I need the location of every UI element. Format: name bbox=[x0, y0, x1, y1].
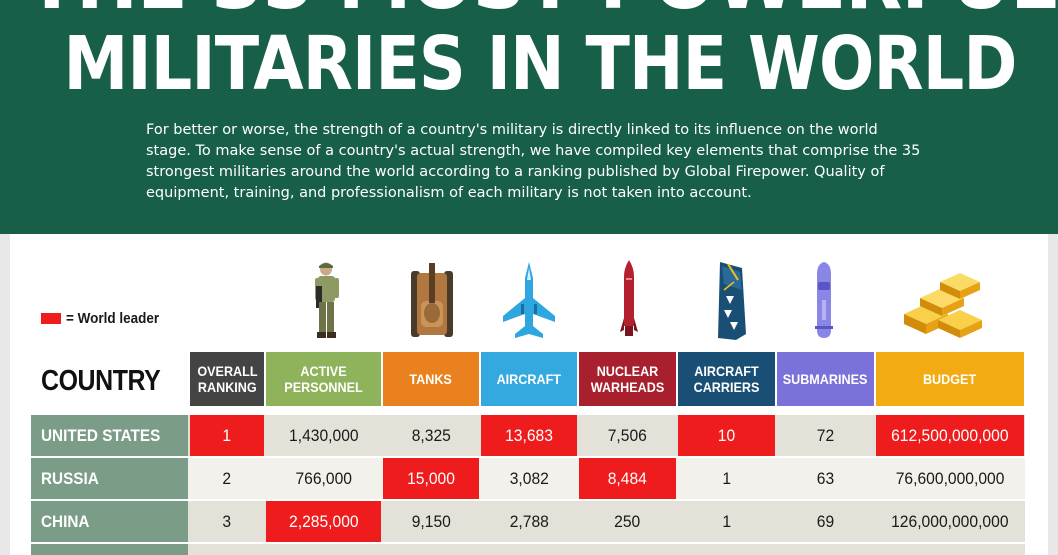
cell-value: 7,506 bbox=[607, 425, 648, 445]
table-cell-nuclear-warheads: 8,484 bbox=[579, 458, 676, 499]
cell-value: 2,285,000 bbox=[288, 511, 359, 531]
column-header-aircraft: AIRCRAFT bbox=[481, 352, 577, 406]
table-cell-aircraft: 3,082 bbox=[481, 458, 577, 499]
column-header-aircraft-carriers: AIRCRAFT CARRIERS bbox=[678, 352, 775, 406]
page-title-line-2: MILITARIES IN THE WORLD bbox=[63, 21, 1017, 107]
cell-value: 9,150 bbox=[411, 511, 451, 531]
tank-icon bbox=[411, 263, 453, 337]
table-cell-aircraft-carriers: 10 bbox=[678, 415, 775, 456]
table-cell-submarines: 69 bbox=[777, 501, 874, 542]
column-header-active-personnel: ACTIVE PERSONNEL bbox=[266, 352, 381, 406]
cell-value: 8,484 bbox=[607, 468, 648, 488]
country-name-cell: CHINA bbox=[31, 501, 188, 542]
table-cell-overall-ranking: 3 bbox=[190, 501, 264, 542]
legend-label: = World leader bbox=[66, 309, 160, 327]
column-header-label: AIRCRAFT bbox=[496, 371, 562, 387]
column-header-label: BUDGET bbox=[923, 371, 977, 387]
table-cell-submarines: 63 bbox=[777, 458, 874, 499]
cell-value: 126,000,000,000 bbox=[891, 511, 1009, 531]
cell-value: 250 bbox=[614, 511, 641, 531]
table-cell-aircraft-carriers: 1 bbox=[678, 458, 775, 499]
column-header-budget: BUDGET bbox=[876, 352, 1024, 406]
country-name-cell: UNITED STATES bbox=[31, 415, 188, 456]
table-cell-nuclear-warheads: 250 bbox=[579, 501, 676, 542]
country-name: CHINA bbox=[41, 511, 90, 531]
cell-value: 63 bbox=[816, 468, 835, 488]
country-name: UNITED STATES bbox=[41, 425, 161, 445]
table-cell-budget: 126,000,000,000 bbox=[876, 501, 1024, 542]
table-cell-overall-ranking: 2 bbox=[190, 458, 264, 499]
table-cell-overall-ranking: 1 bbox=[190, 415, 264, 456]
header-banner: THE 35 MOST POWERFUL MILITARIES IN THE W… bbox=[0, 0, 1058, 234]
column-header-nuclear-warheads: NUCLEAR WARHEADS bbox=[579, 352, 676, 406]
table-cell-submarines: 72 bbox=[777, 415, 874, 456]
soldier-icon bbox=[315, 262, 339, 338]
cell-value: 72 bbox=[816, 425, 835, 445]
column-header-label: NUCLEAR WARHEADS bbox=[590, 363, 665, 395]
column-header-label: AIRCRAFT CARRIERS bbox=[693, 363, 760, 395]
cell-value: 2 bbox=[222, 468, 232, 488]
right-border bbox=[1048, 234, 1058, 555]
table-cell-tanks: 8,325 bbox=[383, 415, 479, 456]
aircraft-carrier-icon bbox=[718, 262, 746, 340]
cell-value: 612,500,000,000 bbox=[891, 425, 1009, 445]
cell-value: 1 bbox=[722, 511, 731, 531]
cell-value: 1 bbox=[722, 468, 731, 488]
table-row-partial bbox=[31, 544, 188, 555]
column-header-label: ACTIVE PERSONNEL bbox=[284, 363, 363, 395]
table-cell-budget: 76,600,000,000 bbox=[876, 458, 1024, 499]
cell-value: 1,430,000 bbox=[288, 425, 359, 445]
table-cell-aircraft: 13,683 bbox=[481, 415, 577, 456]
column-header-tanks: TANKS bbox=[383, 352, 479, 406]
column-header-submarines: SUBMARINES bbox=[777, 352, 874, 406]
column-header-overall-ranking: OVERALL RANKING bbox=[190, 352, 264, 406]
country-name: RUSSIA bbox=[41, 468, 99, 488]
cell-value: 10 bbox=[717, 425, 736, 445]
cell-value: 1 bbox=[222, 425, 232, 445]
cell-value: 766,000 bbox=[295, 468, 352, 488]
table-cell-nuclear-warheads: 7,506 bbox=[579, 415, 676, 456]
cell-value: 15,000 bbox=[407, 468, 455, 488]
column-header-label: OVERALL RANKING bbox=[197, 363, 258, 395]
table-row-partial-band bbox=[188, 544, 1025, 555]
table-cell-aircraft: 2,788 bbox=[481, 501, 577, 542]
page-title-line-1: THE 35 MOST POWERFUL bbox=[26, 0, 1057, 22]
cell-value: 69 bbox=[816, 511, 835, 531]
column-header-label: TANKS bbox=[409, 371, 453, 387]
table-cell-aircraft-carriers: 1 bbox=[678, 501, 775, 542]
cell-value: 3 bbox=[222, 511, 232, 531]
column-header-label: SUBMARINES bbox=[783, 371, 868, 387]
cell-value: 13,683 bbox=[505, 425, 553, 445]
left-border bbox=[0, 234, 10, 555]
fighter-jet-icon bbox=[503, 262, 555, 338]
cell-value: 2,788 bbox=[509, 511, 549, 531]
table-cell-active-personnel: 2,285,000 bbox=[266, 501, 381, 542]
table-cell-active-personnel: 766,000 bbox=[266, 458, 381, 499]
gold-bars-icon bbox=[904, 273, 982, 338]
country-column-header: COUNTRY bbox=[41, 365, 161, 397]
table-cell-budget: 612,500,000,000 bbox=[876, 415, 1024, 456]
cell-value: 76,600,000,000 bbox=[895, 468, 1005, 488]
cell-value: 3,082 bbox=[509, 468, 549, 488]
table-cell-tanks: 9,150 bbox=[383, 501, 479, 542]
table-cell-active-personnel: 1,430,000 bbox=[266, 415, 381, 456]
legend-swatch bbox=[41, 312, 61, 324]
cell-value: 8,325 bbox=[411, 425, 451, 445]
country-name-cell: RUSSIA bbox=[31, 458, 188, 499]
table-cell-tanks: 15,000 bbox=[383, 458, 479, 499]
submarine-icon bbox=[815, 262, 833, 338]
nuclear-missile-icon bbox=[620, 260, 638, 336]
intro-paragraph: For better or worse, the strength of a c… bbox=[146, 122, 921, 201]
legend: = World leader bbox=[41, 308, 170, 328]
